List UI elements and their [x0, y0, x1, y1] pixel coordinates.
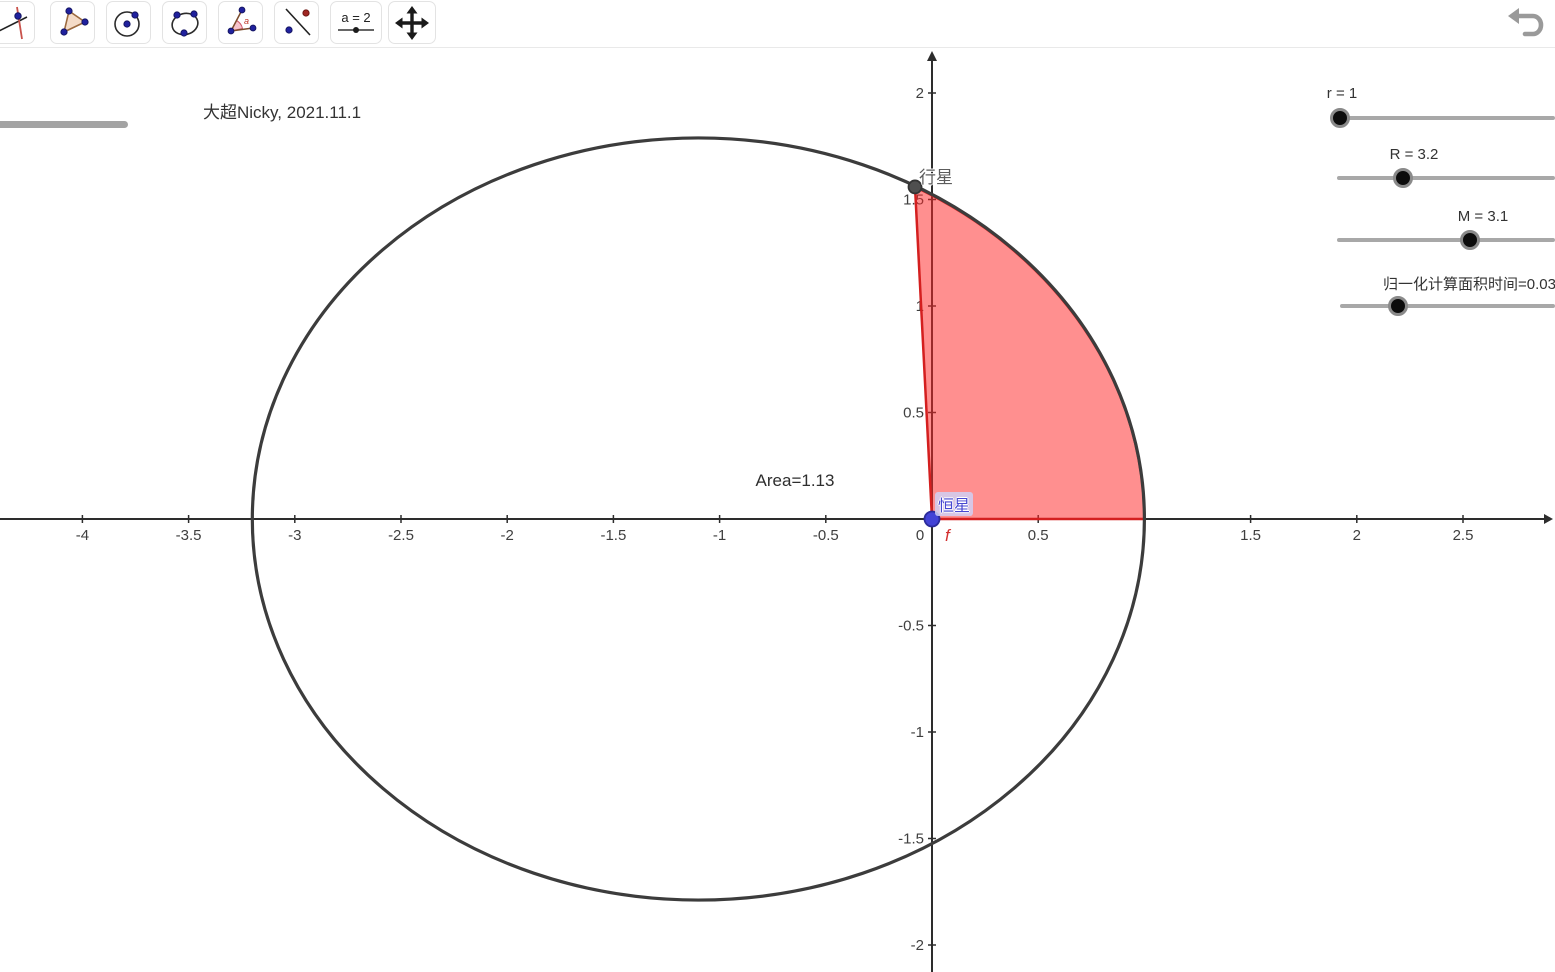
- slider-r-track[interactable]: [1340, 116, 1555, 120]
- x-tick-label: -2: [501, 527, 514, 544]
- x-tick-label: -0.5: [813, 527, 839, 544]
- x-tick-label: -3: [288, 527, 301, 544]
- tool-reflect-about-line[interactable]: [274, 1, 319, 44]
- y-tick-label: 2: [916, 85, 924, 102]
- tool-move-graphics-view[interactable]: [388, 1, 436, 44]
- swept-area-sector[interactable]: [913, 185, 1146, 521]
- author-caption: 大超Nicky, 2021.11.1: [203, 103, 362, 122]
- star-point-label: 恒星: [935, 492, 974, 516]
- x-tick-label: -3.5: [176, 527, 202, 544]
- y-tick-label: -2: [911, 937, 924, 954]
- svg-text:a: a: [244, 16, 249, 26]
- y-tick-label: 0.5: [903, 405, 924, 422]
- slider-r-label[interactable]: r = 1: [1326, 85, 1358, 102]
- slider-R-handle[interactable]: [1393, 168, 1413, 188]
- planet-point-label: 行星: [919, 168, 953, 187]
- y-axis-arrow: [927, 51, 937, 61]
- slider-R-label[interactable]: R = 3.2: [1389, 146, 1439, 163]
- y-tick-label: 1: [916, 298, 924, 315]
- move-view-icon: [394, 5, 430, 41]
- x-tick-label: -1.5: [600, 527, 626, 544]
- focus-segment-label: f: [945, 526, 950, 545]
- planet-point[interactable]: [907, 179, 923, 195]
- angle-icon: a: [223, 5, 259, 41]
- orbit-ellipse[interactable]: [250, 136, 1146, 902]
- x-tick-label: -2.5: [388, 527, 414, 544]
- slider-R-track[interactable]: [1337, 176, 1555, 180]
- x-tick-label: 0: [916, 527, 924, 544]
- x-tick-label: 1.5: [1240, 527, 1261, 544]
- tool-angle[interactable]: a: [218, 1, 263, 44]
- y-tick-label: -0.5: [898, 618, 924, 635]
- tool-conic-through-points[interactable]: [162, 1, 207, 44]
- slider-area-time-handle[interactable]: [1388, 296, 1408, 316]
- toolbar: a a = 2: [0, 0, 1555, 48]
- polygon-icon: [55, 5, 91, 41]
- area-value-label: Area=1.13: [755, 471, 835, 490]
- tool-circle-center-point[interactable]: [106, 1, 151, 44]
- circle-center-point-icon: [111, 5, 147, 41]
- x-tick-label: 2.5: [1453, 527, 1474, 544]
- slider-M-label[interactable]: M = 3.1: [1457, 208, 1509, 225]
- tool-slider[interactable]: a = 2: [330, 1, 382, 44]
- slider-M-track[interactable]: [1337, 238, 1555, 242]
- reflect-about-line-icon: [279, 5, 315, 41]
- y-tick-label: -1: [911, 724, 924, 741]
- conic-through-points-icon: [167, 5, 203, 41]
- x-tick-label: -4: [76, 527, 89, 544]
- x-tick-label: 2: [1353, 527, 1361, 544]
- intersect-lines-icon: [0, 5, 31, 41]
- slider-area-time-label[interactable]: 归一化计算面积时间=0.03: [1383, 276, 1555, 293]
- undo-button[interactable]: [1503, 2, 1549, 44]
- y-tick-label: -1.5: [898, 831, 924, 848]
- clipped-slider-track[interactable]: [0, 121, 128, 128]
- undo-icon: [1505, 3, 1547, 44]
- slider-r-handle[interactable]: [1330, 108, 1350, 128]
- slider-M-handle[interactable]: [1460, 230, 1480, 250]
- x-tick-label: -1: [713, 527, 726, 544]
- x-tick-label: 0.5: [1028, 527, 1049, 544]
- slider-area-time-track[interactable]: [1340, 304, 1555, 308]
- tool-intersect-two-lines[interactable]: [0, 1, 35, 44]
- x-axis-arrow: [1544, 514, 1553, 524]
- slider-tool-icon: [335, 25, 377, 35]
- tool-polygon[interactable]: [50, 1, 95, 44]
- slider-tool-label: a = 2: [341, 9, 371, 25]
